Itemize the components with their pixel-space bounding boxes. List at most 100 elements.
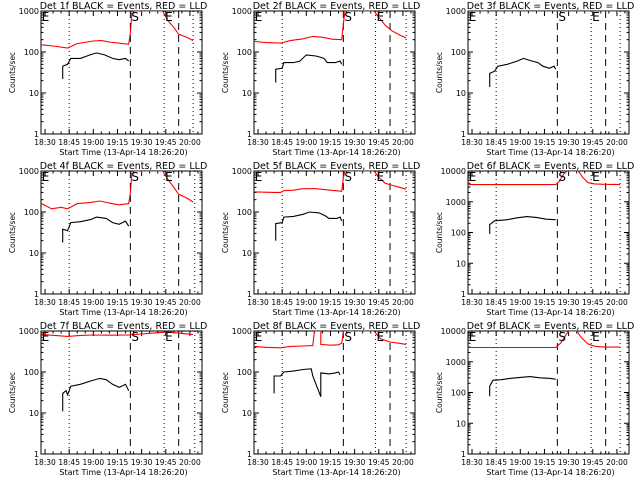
panel-title: Det 1f BLACK = Events, RED = LLD (40, 1, 208, 12)
marker-label-e: E (42, 330, 50, 344)
x-tick-label: 18:45 (485, 298, 507, 307)
events-series-line (62, 52, 130, 79)
plot-frame (467, 330, 630, 455)
y-axis-label: Counts/sec (435, 52, 444, 93)
plot-frame (253, 170, 416, 295)
x-tick-label: 19:30 (344, 298, 366, 307)
y-tick-label: 1 (461, 130, 466, 139)
y-tick-label: 10 (242, 409, 252, 418)
panel-title: Det 4f BLACK = Events, RED = LLD (40, 161, 208, 172)
marker-label-s: S (344, 10, 352, 24)
x-tick-label: 19:45 (155, 458, 177, 467)
events-series-line (275, 54, 343, 83)
marker-label-s: S (344, 170, 352, 184)
x-tick-label: 19:15 (107, 458, 129, 467)
lld-series-line (254, 11, 407, 44)
x-tick-label: 19:30 (131, 458, 153, 467)
x-tick-label: 18:45 (271, 458, 293, 467)
y-tick-label: 1 (461, 290, 466, 299)
x-tick-label: 20:00 (179, 298, 201, 307)
x-tick-label: 19:30 (344, 138, 366, 147)
marker-label-e: E (592, 330, 600, 344)
x-tick-label: 19:00 (510, 138, 532, 147)
x-tick-label: 19:30 (131, 138, 153, 147)
x-axis-label: Start Time (13-Apr-14 18:26:20) (486, 308, 614, 317)
x-tick-label: 19:15 (534, 458, 556, 467)
y-tick-label: 10 (456, 89, 466, 98)
panel-det-5: Det 5f BLACK = Events, RED = LLD 1 10 100 10… (221, 161, 420, 317)
y-tick-label: 1000 (446, 7, 466, 16)
marker-label-e: E (377, 330, 385, 344)
y-tick-label: 100 (451, 389, 466, 398)
y-tick-label: 100 (24, 368, 39, 377)
y-tick-label: 1000 (232, 167, 252, 176)
y-tick-label: 1000 (446, 198, 466, 207)
x-axis-label: Start Time (13-Apr-14 18:26:20) (486, 148, 614, 157)
events-series-line (489, 216, 556, 234)
marker-label-e: E (592, 170, 600, 184)
panel-det-3: Det 3f BLACK = Events, RED = LLD 1 10 100 10… (435, 1, 634, 157)
y-axis-label: Counts/sec (8, 372, 17, 413)
x-tick-label: 18:30 (247, 298, 269, 307)
x-tick-label: 18:45 (485, 138, 507, 147)
x-tick-label: 19:00 (83, 298, 105, 307)
y-axis-label: Counts/sec (221, 212, 230, 253)
lld-series-line (254, 171, 407, 193)
x-tick-label: 19:00 (296, 298, 318, 307)
panel-det-2: Det 2f BLACK = Events, RED = LLD 1 10 100 10… (221, 1, 420, 157)
y-tick-label: 10 (29, 409, 39, 418)
x-axis-label: Start Time (13-Apr-14 18:26:20) (59, 308, 187, 317)
x-tick-label: 18:45 (485, 458, 507, 467)
y-axis-label: Counts/sec (8, 212, 17, 253)
x-tick-label: 19:30 (131, 298, 153, 307)
plot-frame (467, 170, 630, 295)
x-tick-label: 19:30 (558, 138, 580, 147)
x-tick-label: 19:45 (368, 458, 390, 467)
panel-det-4: Det 4f BLACK = Events, RED = LLD 1 10 100 10… (8, 161, 207, 317)
x-tick-label: 20:00 (606, 138, 628, 147)
y-tick-label: 10 (456, 419, 466, 428)
y-tick-label: 100 (24, 208, 39, 217)
panel-title: Det 3f BLACK = Events, RED = LLD (467, 1, 635, 12)
plot-frame (40, 330, 203, 455)
x-tick-label: 18:30 (247, 458, 269, 467)
marker-label-e: E (592, 10, 600, 24)
lld-series-line (41, 11, 194, 49)
y-tick-label: 1000 (232, 327, 252, 336)
marker-label-e: E (42, 170, 50, 184)
panel-title: Det 6f BLACK = Events, RED = LLD (467, 161, 635, 172)
y-tick-label: 1 (34, 450, 39, 459)
y-tick-label: 100 (237, 368, 252, 377)
plot-frame (40, 10, 203, 135)
panel-title: Det 5f BLACK = Events, RED = LLD (253, 161, 421, 172)
marker-label-e: E (469, 170, 477, 184)
x-tick-label: 18:30 (461, 138, 483, 147)
y-axis-label: Counts/sec (435, 212, 444, 253)
y-tick-label: 100 (451, 229, 466, 238)
x-tick-label: 18:45 (58, 138, 80, 147)
y-tick-label: 100 (237, 208, 252, 217)
marker-label-e: E (165, 170, 173, 184)
y-tick-label: 1000 (19, 327, 39, 336)
panel-det-7: Det 7f BLACK = Events, RED = LLD 1 10 100 10… (8, 321, 207, 477)
x-tick-label: 18:45 (58, 298, 80, 307)
panel-title: Det 9f BLACK = Events, RED = LLD (467, 321, 635, 332)
marker-label-e: E (377, 10, 385, 24)
x-tick-label: 19:30 (344, 458, 366, 467)
x-tick-label: 19:00 (510, 458, 532, 467)
panel-det-9: Det 9f BLACK = Events, RED = LLD 1 10 100 10… (435, 321, 634, 477)
marker-label-e: E (255, 10, 263, 24)
x-axis-label: Start Time (13-Apr-14 18:26:20) (272, 468, 400, 477)
y-tick-label: 1000 (232, 7, 252, 16)
x-tick-label: 18:30 (461, 298, 483, 307)
x-tick-label: 20:00 (606, 458, 628, 467)
x-tick-label: 18:45 (271, 298, 293, 307)
x-tick-label: 18:45 (271, 138, 293, 147)
x-tick-label: 19:45 (582, 138, 604, 147)
marker-label-s: S (131, 170, 139, 184)
x-tick-label: 19:15 (107, 298, 129, 307)
marker-label-s: S (558, 170, 566, 184)
x-tick-label: 19:00 (296, 458, 318, 467)
y-tick-label: 100 (451, 48, 466, 57)
y-axis-label: Counts/sec (221, 372, 230, 413)
